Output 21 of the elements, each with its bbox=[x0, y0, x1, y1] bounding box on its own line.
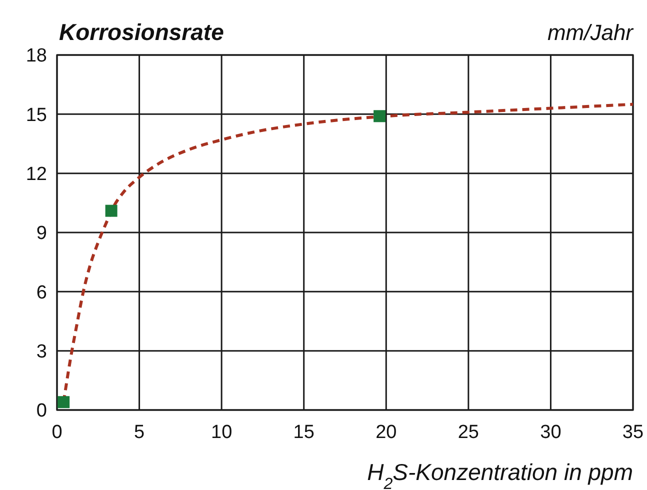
point bbox=[105, 204, 118, 217]
x-tick-label: 0 bbox=[52, 422, 62, 443]
y-tick-label: 12 bbox=[26, 164, 47, 185]
x-tick-label: 20 bbox=[376, 422, 397, 443]
x-tick-label: 30 bbox=[540, 422, 562, 443]
x-tick-label: 35 bbox=[622, 422, 644, 443]
y-tick-label: 3 bbox=[36, 341, 47, 362]
x-tick-label: 15 bbox=[293, 422, 314, 443]
y-tick-label: 0 bbox=[36, 400, 47, 422]
x-tick-label: 25 bbox=[458, 422, 479, 443]
y-tick-label: 18 bbox=[26, 46, 47, 67]
x-tick-label: 5 bbox=[134, 422, 145, 443]
y-tick-label: 9 bbox=[36, 223, 47, 244]
x-tick-label: 10 bbox=[211, 422, 232, 443]
chart-title: Korrosionsrate bbox=[59, 19, 224, 45]
y-axis-title: mm/Jahr bbox=[547, 20, 635, 45]
x-axis-title: H$_{2}$S-Konzentration in ppm bbox=[367, 459, 633, 490]
y-tick-label: 15 bbox=[26, 104, 47, 126]
point bbox=[58, 396, 70, 408]
point bbox=[374, 110, 386, 122]
y-tick-label: 6 bbox=[36, 282, 47, 304]
